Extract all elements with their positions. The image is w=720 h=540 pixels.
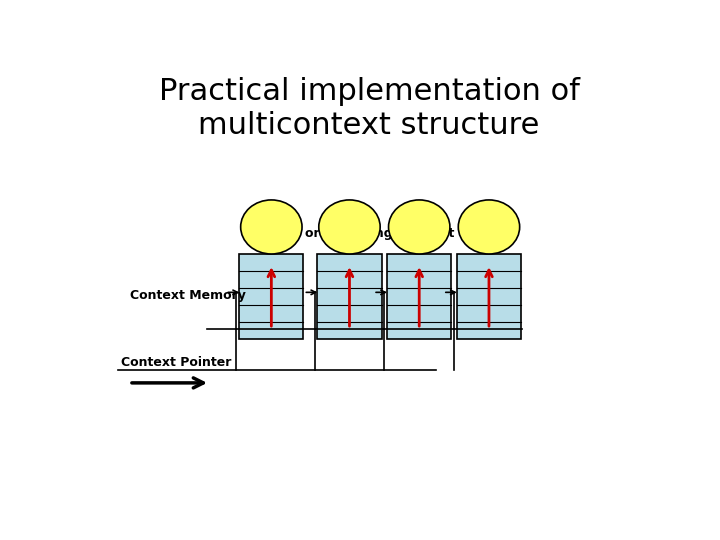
Text: Context Memory: Context Memory [130,289,246,302]
Text: PE or Switcihng Element: PE or Switcihng Element [283,227,455,240]
Ellipse shape [389,200,450,254]
Bar [239,254,303,339]
Ellipse shape [319,200,380,254]
Text: Context Pointer: Context Pointer [121,356,232,369]
Ellipse shape [458,200,520,254]
Bar [318,254,382,339]
Ellipse shape [240,200,302,254]
Text: Practical implementation of
multicontext structure: Practical implementation of multicontext… [158,77,580,140]
Bar [387,254,451,339]
Bar [457,254,521,339]
